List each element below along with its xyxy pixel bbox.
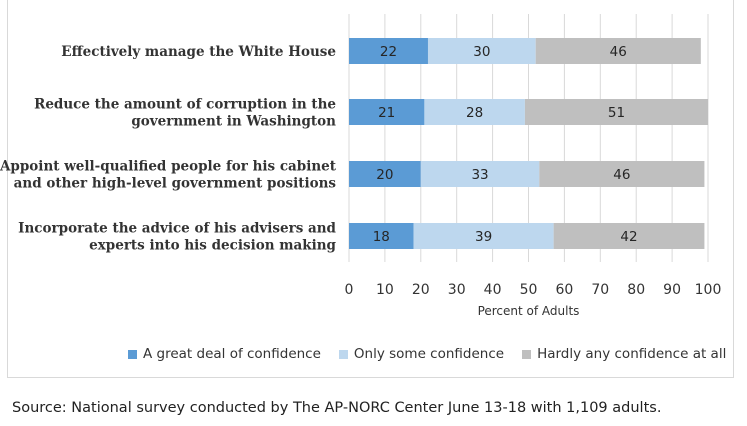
bar-segment xyxy=(413,223,554,249)
legend-item: Only some confidence xyxy=(338,346,505,362)
data-label: 46 xyxy=(610,44,627,60)
legend-swatch xyxy=(338,349,348,359)
category-label: experts into his decision making xyxy=(89,238,336,254)
x-tick-label: 80 xyxy=(627,282,645,298)
category-label: and other high-level government position… xyxy=(14,176,337,192)
x-tick-label: 50 xyxy=(520,282,538,298)
data-label: 46 xyxy=(613,167,630,183)
bar-segment xyxy=(424,99,525,125)
bar-segment xyxy=(427,38,536,64)
data-label: 22 xyxy=(380,44,397,60)
x-tick-label: 60 xyxy=(555,282,573,298)
category-label: government in Washington xyxy=(131,114,336,130)
x-tick-label: 20 xyxy=(412,282,430,298)
legend-item: Hardly any confidence at all xyxy=(522,346,726,362)
category-label: Incorporate the advice of his advisers a… xyxy=(18,221,336,237)
legend-label: Hardly any confidence at all xyxy=(537,346,727,362)
data-label: 21 xyxy=(378,105,395,121)
x-axis-label: Percent of Adults xyxy=(478,304,580,318)
legend-swatch xyxy=(522,349,532,359)
bar-segment xyxy=(539,161,705,187)
x-tick-label: 70 xyxy=(591,282,609,298)
data-label: 20 xyxy=(376,167,393,183)
x-tick-label: 40 xyxy=(484,282,502,298)
bar-segment xyxy=(349,161,421,187)
data-label: 39 xyxy=(475,229,492,245)
source-note: Source: National survey conducted by The… xyxy=(12,400,662,416)
legend-label: A great deal of confidence xyxy=(143,346,321,362)
bar-segment xyxy=(349,223,414,249)
category-label: Reduce the amount of corruption in the xyxy=(34,97,336,113)
chart-frame xyxy=(7,0,734,378)
category-label: Effectively manage the White House xyxy=(61,44,336,60)
bar-segment xyxy=(349,99,425,125)
chart-legend: A great deal of confidence Only some conf… xyxy=(128,346,726,362)
x-tick-label: 30 xyxy=(448,282,466,298)
x-tick-label: 100 xyxy=(695,282,722,298)
data-label: 51 xyxy=(608,105,625,121)
x-tick-label: 0 xyxy=(345,282,354,298)
legend-swatch xyxy=(128,349,137,359)
bar-segment xyxy=(420,161,540,187)
bar-segment xyxy=(535,38,701,64)
bar-segment xyxy=(553,223,705,249)
bar-segment xyxy=(349,38,428,64)
legend-label: Only some confidence xyxy=(353,346,505,362)
data-label: 30 xyxy=(473,44,490,60)
category-label: Appoint well-qualified people for his ca… xyxy=(0,159,337,175)
data-label: 28 xyxy=(466,105,483,121)
data-label: 18 xyxy=(373,229,390,245)
data-label: 33 xyxy=(471,167,488,183)
x-tick-label: 10 xyxy=(376,282,394,298)
data-label: 42 xyxy=(620,229,637,245)
legend-item: A great deal of confidence xyxy=(128,346,321,362)
bar-segment xyxy=(524,99,708,125)
x-tick-label: 90 xyxy=(663,282,681,298)
